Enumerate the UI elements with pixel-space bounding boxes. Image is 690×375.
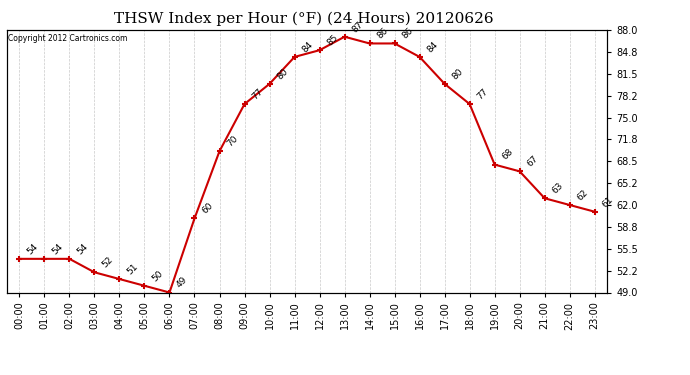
Text: 50: 50	[150, 268, 164, 283]
Text: 86: 86	[400, 26, 415, 40]
Text: 80: 80	[275, 67, 290, 81]
Text: 85: 85	[325, 33, 339, 47]
Text: 51: 51	[125, 262, 139, 276]
Text: 60: 60	[200, 201, 215, 216]
Text: 54: 54	[50, 242, 64, 256]
Text: 84: 84	[300, 40, 315, 54]
Text: 84: 84	[425, 40, 440, 54]
Text: 49: 49	[175, 275, 190, 290]
Text: 77: 77	[250, 87, 264, 101]
Text: THSW Index per Hour (°F) (24 Hours) 20120626: THSW Index per Hour (°F) (24 Hours) 2012…	[114, 11, 493, 26]
Text: 67: 67	[525, 154, 540, 169]
Text: 63: 63	[550, 181, 564, 195]
Text: 87: 87	[350, 20, 364, 34]
Text: 77: 77	[475, 87, 490, 101]
Text: 86: 86	[375, 26, 390, 40]
Text: 61: 61	[600, 195, 615, 209]
Text: 54: 54	[75, 242, 90, 256]
Text: 54: 54	[25, 242, 39, 256]
Text: 62: 62	[575, 188, 590, 202]
Text: Copyright 2012 Cartronics.com: Copyright 2012 Cartronics.com	[8, 34, 128, 43]
Text: 70: 70	[225, 134, 239, 148]
Text: 80: 80	[450, 67, 464, 81]
Text: 52: 52	[100, 255, 115, 270]
Text: 68: 68	[500, 147, 515, 162]
